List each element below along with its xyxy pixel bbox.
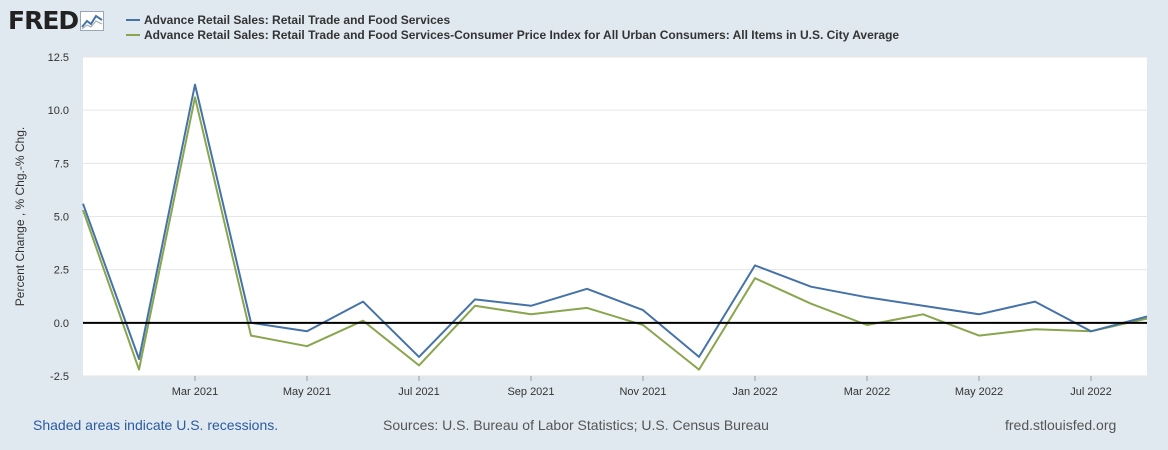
x-tick-label: Sep 2021 xyxy=(507,386,554,398)
x-tick-label: May 2022 xyxy=(955,386,1003,398)
series-line-1 xyxy=(82,83,1148,360)
y-axis-label: Percent Change , % Chg.-% Chg. xyxy=(13,127,27,306)
chart-legend: Advance Retail Sales: Retail Trade and F… xyxy=(126,12,899,42)
x-axis: Mar 2021 May 2021 Jul 2021 Sep 2021 Nov 2021… xyxy=(172,376,1112,398)
site-link[interactable]: fred.stlouisfed.org xyxy=(1005,417,1117,433)
legend-label: Advance Retail Sales: Retail Trade and F… xyxy=(144,12,451,27)
y-tick-label: 7.5 xyxy=(54,158,69,170)
y-tick-label: 10.0 xyxy=(48,105,69,117)
x-tick-label: Jan 2022 xyxy=(732,386,777,398)
legend-label: Advance Retail Sales: Retail Trade and F… xyxy=(144,27,900,42)
y-tick-label: 5.0 xyxy=(54,212,69,224)
series-lines xyxy=(82,83,1148,371)
fred-logo[interactable]: FRED xyxy=(8,6,105,35)
x-tick-label: Mar 2022 xyxy=(844,386,890,398)
legend-item-series-2[interactable]: Advance Retail Sales: Retail Trade and F… xyxy=(126,27,899,42)
x-tick-label: Mar 2021 xyxy=(172,386,218,398)
legend-item-series-1[interactable]: Advance Retail Sales: Retail Trade and F… xyxy=(126,12,899,27)
x-tick-label: Jul 2022 xyxy=(1070,386,1112,398)
line-chart-icon xyxy=(80,10,105,31)
recession-note: Shaded areas indicate U.S. recessions. xyxy=(33,417,279,433)
legend-swatch xyxy=(126,33,140,36)
y-tick-label: -2.5 xyxy=(50,371,69,383)
x-tick-label: May 2021 xyxy=(283,386,331,398)
y-axis: 12.5 10.0 7.5 5.0 2.5 0.0 -2.5 xyxy=(48,52,69,383)
sources-text: Sources: U.S. Bureau of Labor Statistics… xyxy=(383,417,769,433)
fred-logo-text: FRED xyxy=(8,6,79,35)
series-line-2 xyxy=(82,96,1148,371)
legend-swatch xyxy=(126,18,140,21)
y-tick-label: 2.5 xyxy=(54,265,69,277)
line-chart[interactable]: 12.5 10.0 7.5 5.0 2.5 0.0 -2.5 Mar 2021 May 202… xyxy=(0,0,1168,410)
y-tick-label: 12.5 xyxy=(48,52,69,64)
x-tick-label: Jul 2021 xyxy=(398,386,440,398)
y-tick-label: 0.0 xyxy=(54,318,69,330)
x-tick-label: Nov 2021 xyxy=(619,386,666,398)
